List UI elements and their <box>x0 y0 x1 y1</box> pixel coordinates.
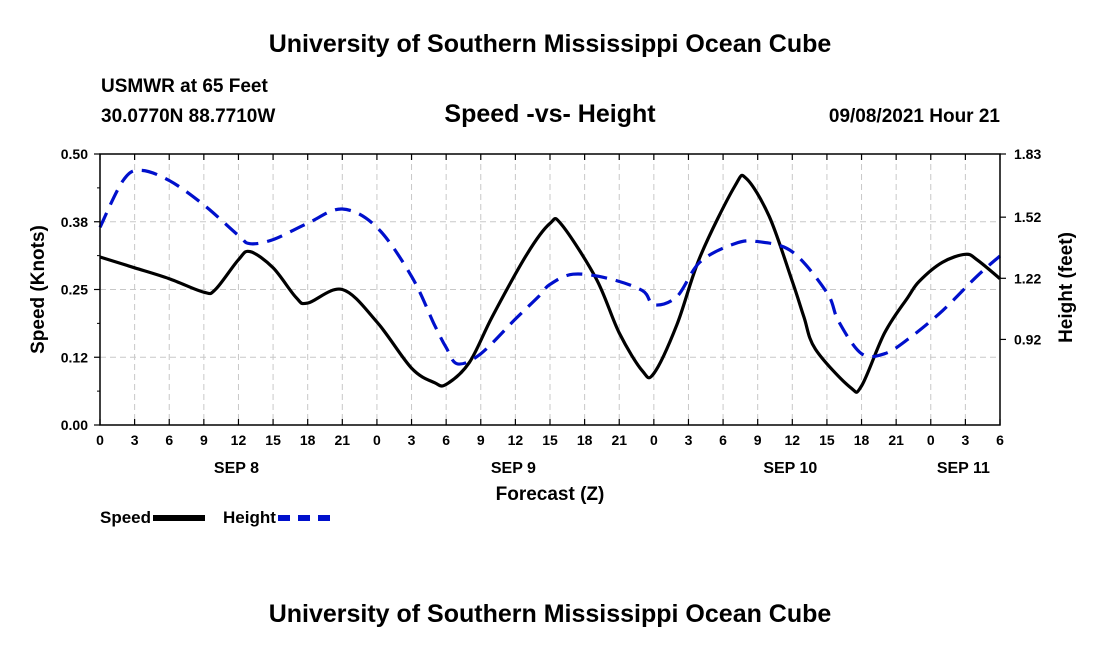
x-tick-label: 15 <box>265 432 281 448</box>
y-axis-title: Speed (Knots) <box>28 225 49 354</box>
x-tick-label: 12 <box>231 432 247 448</box>
x-tick-label: 15 <box>542 432 558 448</box>
legend-speed-label: Speed <box>100 508 152 527</box>
y-tick-label: 0.38 <box>61 214 88 230</box>
chart-series <box>98 168 1002 394</box>
date-label: SEP 11 <box>937 460 990 477</box>
x-tick-label: 3 <box>961 432 969 448</box>
legend-speed-swatch <box>153 515 206 521</box>
axis-ticks <box>94 153 1006 426</box>
chart-subtitle: Speed -vs- Height <box>444 100 656 128</box>
footer-title: University of Southern Mississippi Ocean… <box>268 600 832 628</box>
x-tick-label: 0 <box>927 432 935 448</box>
chart-legend: Speed Height <box>100 508 348 528</box>
x-tick-label: 21 <box>888 432 904 448</box>
x-tick-label: 12 <box>508 432 524 448</box>
x-tick-label: 18 <box>854 432 870 448</box>
x-tick-label: 9 <box>754 432 762 448</box>
date-label: SEP 8 <box>214 460 259 477</box>
x-tick-label: 3 <box>131 432 139 448</box>
x-tick-label: 3 <box>685 432 693 448</box>
x-tick-label: 9 <box>200 432 208 448</box>
date-label: SEP 10 <box>763 460 817 477</box>
x-tick-label: 12 <box>785 432 801 448</box>
y-tick-label: 0.12 <box>61 349 88 365</box>
height-series-line <box>98 168 1002 366</box>
y2-axis-title: Height (feet) <box>1056 232 1077 343</box>
y-tick-label: 0.00 <box>61 417 88 433</box>
x-tick-label: 6 <box>442 432 450 448</box>
y2-tick-label: 1.52 <box>1014 209 1041 225</box>
chart-title: University of Southern Mississippi Ocean… <box>268 30 832 58</box>
x-tick-label: 0 <box>373 432 381 448</box>
axis-labels: 0 3 6 9 12 15 18 21 0 3 6 9 12 15 18 21 0 3 6 9 12 15 18 21 0 3 6 0… <box>28 146 1077 505</box>
x-tick-label: 18 <box>577 432 593 448</box>
station-label: USMWR at 65 Feet <box>101 76 268 97</box>
x-tick-label: 0 <box>650 432 658 448</box>
y2-tick-label: 1.22 <box>1014 270 1041 286</box>
y2-tick-label: 0.92 <box>1014 331 1041 347</box>
y2-tick-label: 1.83 <box>1014 146 1041 162</box>
x-tick-label: 6 <box>165 432 173 448</box>
x-tick-label: 0 <box>96 432 104 448</box>
speed-series-line <box>99 173 1002 394</box>
date-label: SEP 9 <box>491 460 536 477</box>
x-tick-label: 21 <box>611 432 627 448</box>
x-tick-label: 15 <box>819 432 835 448</box>
legend-height-swatch <box>277 515 330 521</box>
chart-grid <box>100 154 1000 425</box>
x-tick-label: 3 <box>408 432 416 448</box>
x-tick-label: 9 <box>477 432 485 448</box>
x-tick-label: 6 <box>996 432 1004 448</box>
forecast-timestamp: 09/08/2021 Hour 21 <box>828 106 1000 127</box>
x-tick-label: 6 <box>719 432 727 448</box>
y-tick-label: 0.50 <box>61 146 88 162</box>
station-coordinates: 30.0770N 88.7710W <box>101 106 276 127</box>
legend-height-label: Height <box>223 508 276 527</box>
x-axis-title: Forecast (Z) <box>496 484 605 505</box>
x-tick-label: 21 <box>335 432 351 448</box>
x-tick-label: 18 <box>300 432 316 448</box>
y-tick-label: 0.25 <box>61 282 88 298</box>
